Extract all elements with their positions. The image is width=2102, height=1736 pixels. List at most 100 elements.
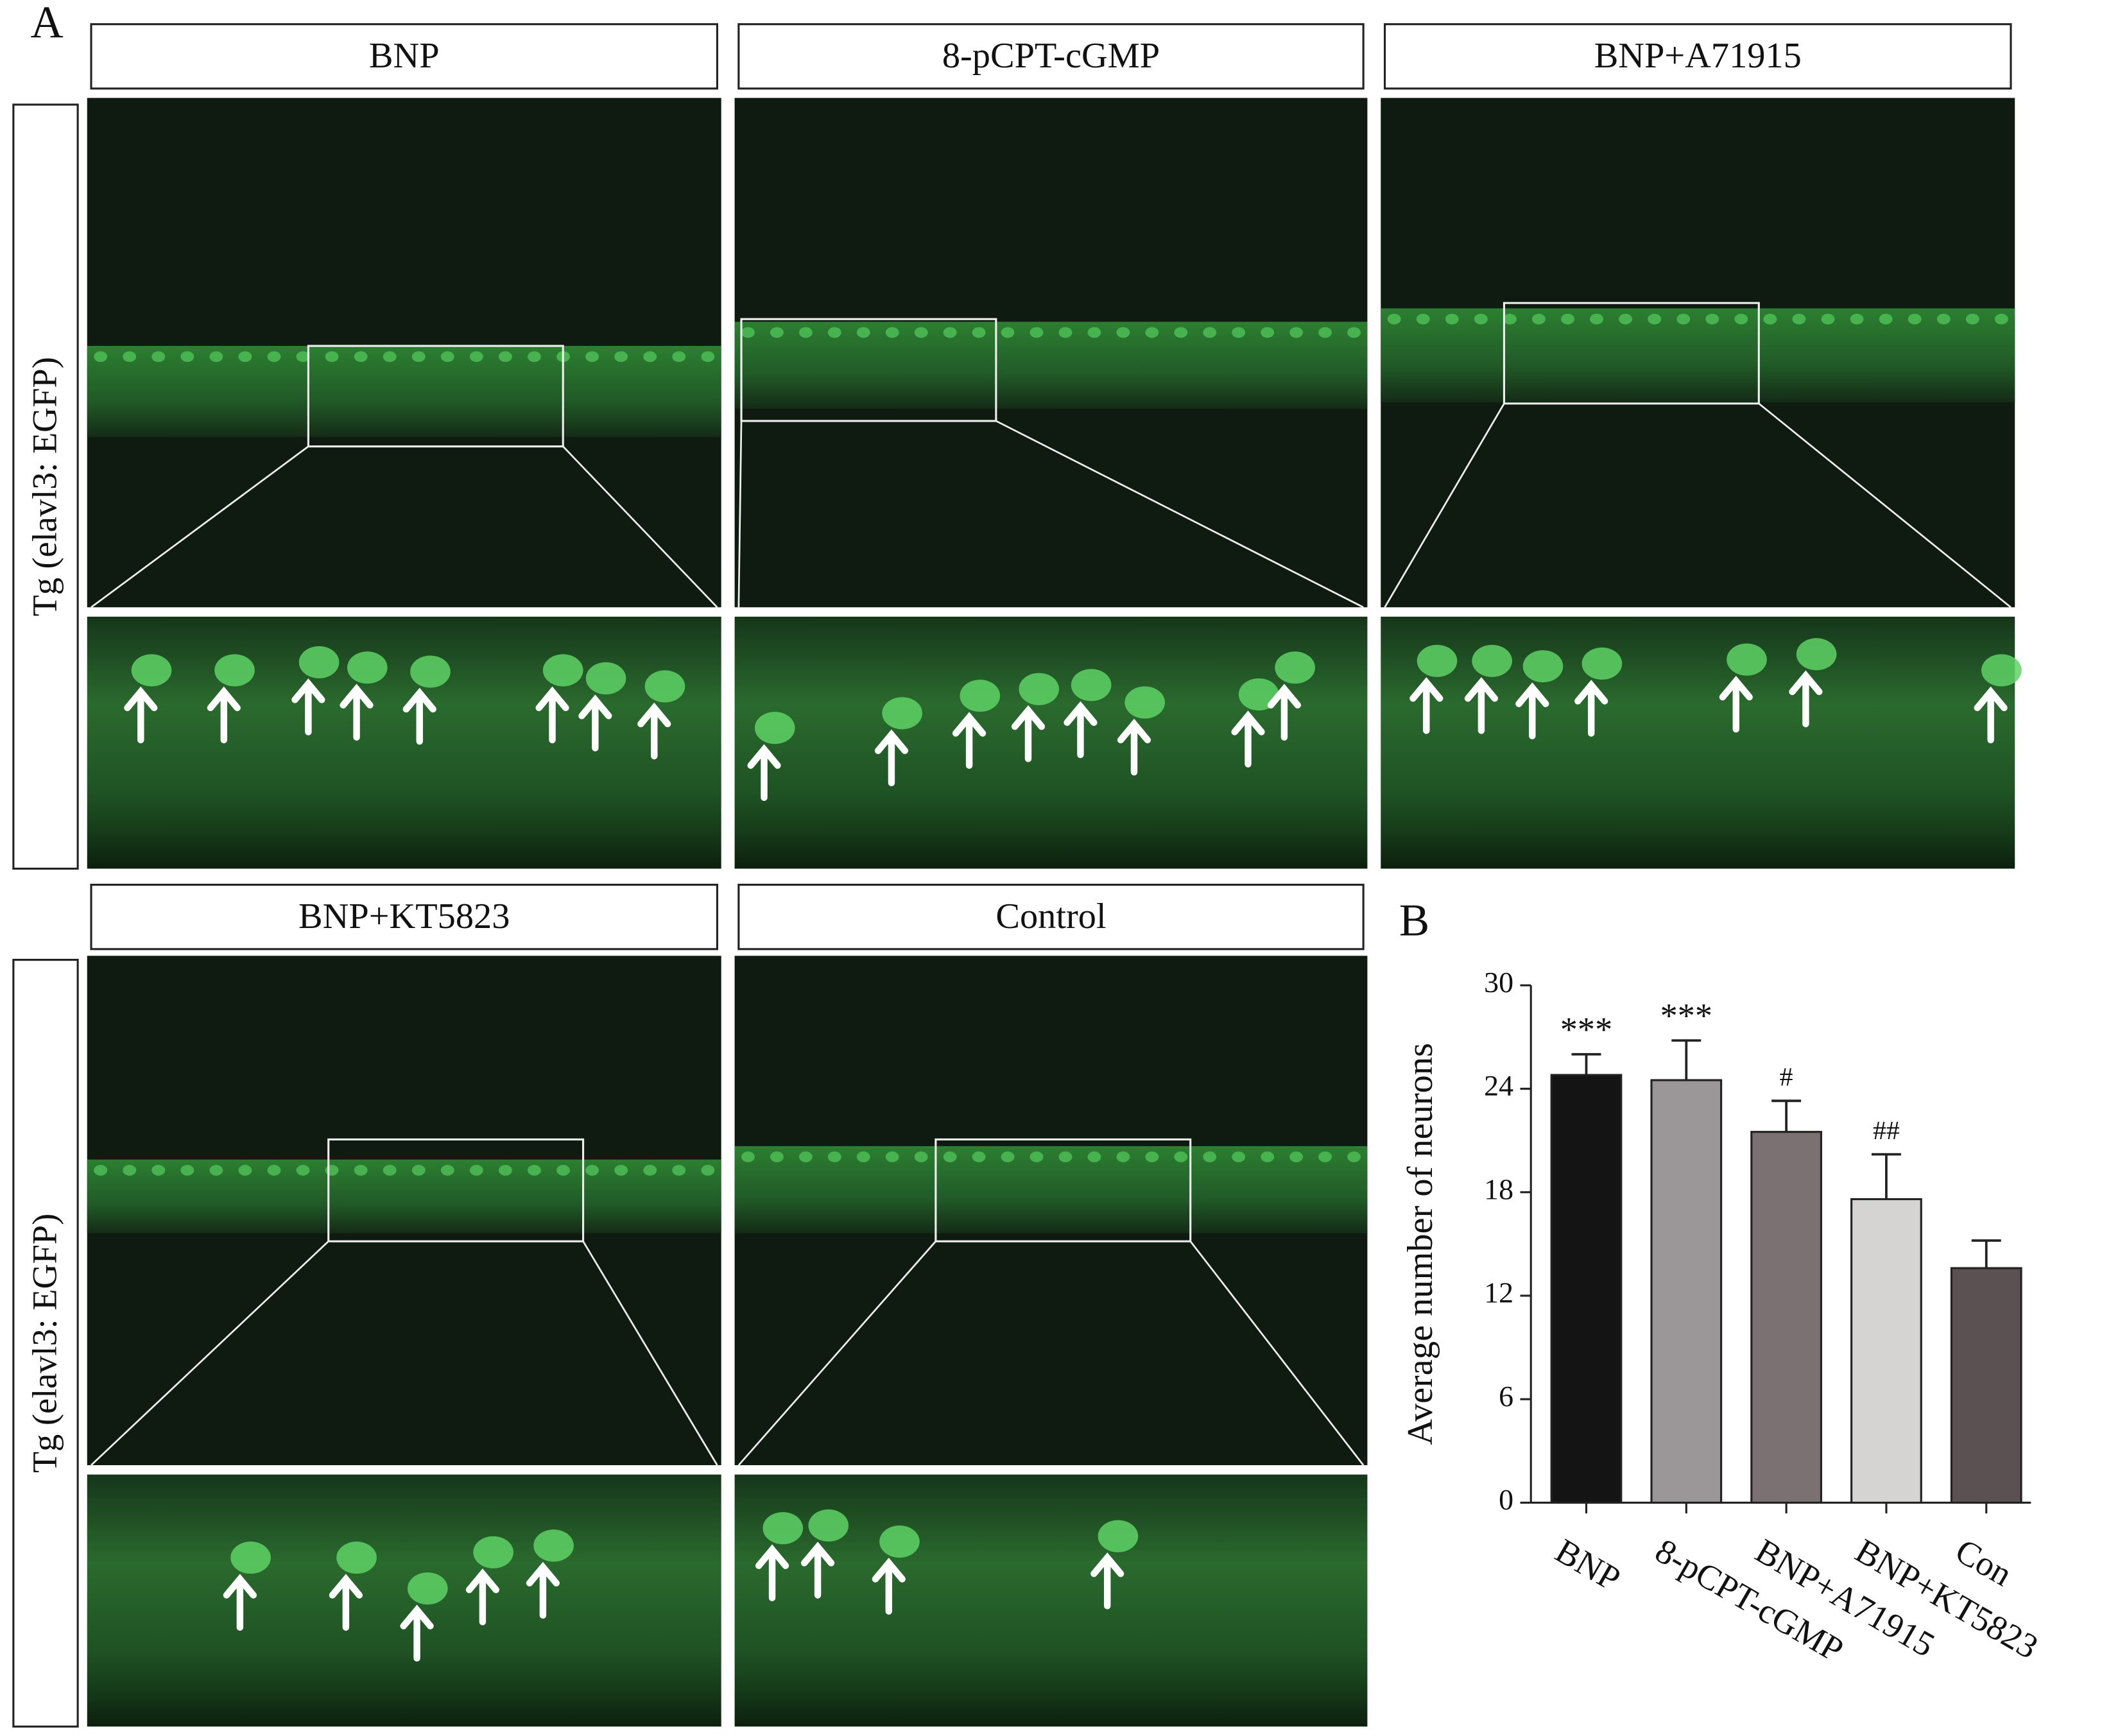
title-box [1384,23,2012,90]
cell [209,1165,223,1176]
cell [296,1165,310,1176]
fluorescent-band [87,345,721,437]
cell [1029,327,1044,338]
bar [1850,1198,1922,1504]
neuron [533,1529,574,1562]
cell [325,351,339,363]
cell [1174,327,1188,338]
neuron [1522,650,1564,683]
cell [238,351,252,363]
cell [741,327,755,338]
arrow [952,712,986,769]
panel-label: B [1399,896,1429,946]
neuron [879,1525,920,1558]
cell [1058,1151,1073,1162]
cell [1416,313,1430,325]
cell [1908,313,1922,325]
arrow [1974,686,2008,744]
box [12,103,79,870]
cell [1387,313,1401,325]
image-panel: 8-pCPT-cGMP [734,23,1368,869]
panel-title: BNP+A71915 [1594,36,1802,76]
zoom-line [1189,1241,1365,1466]
title-box [737,884,1365,950]
cell [1676,313,1691,325]
row-label-box: Tg (elavl3: EGFP) Tg (elavl3: EGFP) [12,103,79,1728]
arrow [1464,677,1499,734]
cell [885,327,899,338]
row-label: Tg (elavl3: EGFP) [26,1214,64,1473]
error-bar [1771,1099,1802,1132]
arrow [1515,682,1549,739]
cell [238,1165,252,1176]
error-bar [1571,1053,1601,1076]
neuron [960,680,1001,712]
zoom-line [995,420,1364,608]
cell [1347,1151,1361,1162]
arrow [124,686,158,744]
neuron [585,662,626,695]
neuron [230,1542,271,1574]
cell [741,1151,755,1162]
zoom-line [737,1241,936,1466]
cell [180,351,194,363]
zoom-line [90,1241,329,1466]
neuron [1417,644,1458,677]
cell [1936,313,1951,325]
significance: ## [1873,1116,1900,1146]
cell [1174,1151,1188,1162]
cell [585,351,599,363]
neuron [347,651,388,684]
zoom-line [90,445,309,608]
cell [1001,327,1015,338]
neuron [1019,673,1060,705]
cell [556,1165,570,1176]
arrow [340,683,374,741]
bar [1950,1267,2022,1504]
image-panel: BNP [87,23,721,869]
zoom-image [87,1474,721,1727]
y-axis-label: Average number of neurons [1400,1043,1440,1445]
cell [643,1165,657,1176]
cell [1203,327,1217,338]
cell [1474,313,1488,325]
cell [770,327,784,338]
panel-title: Control [995,897,1106,936]
box [12,959,79,1728]
neuron [1796,638,1837,671]
cell [296,351,310,363]
arrow [1090,1552,1124,1610]
cell [1232,327,1246,338]
cell [1648,313,1662,325]
neuron [1098,1520,1139,1552]
cell [972,327,986,338]
arrow [465,1568,500,1626]
arrow [637,702,671,760]
cell [528,1165,541,1176]
neuron [214,654,255,687]
image-panel: BNP+KT5823 [87,884,721,1727]
cell [701,1165,715,1176]
cell [914,327,928,338]
bar [1650,1079,1723,1504]
cell [1261,1151,1275,1162]
zoom-line [737,420,743,608]
cell [1734,313,1748,325]
panel-title: 8-pCPT-cGMP [942,36,1160,76]
panel-title: BNP [369,36,440,76]
cell [943,1151,957,1162]
cell [885,1151,899,1162]
arrow [747,744,781,802]
cell [856,1151,870,1162]
zoom-box [740,318,997,422]
image-panel: Control [734,884,1368,1727]
cell [498,1165,512,1176]
cell [672,1165,686,1176]
neuron [644,670,685,703]
cell [1445,313,1459,325]
cell [1318,327,1332,338]
zoom-line [582,1241,718,1466]
cell [1001,1151,1015,1162]
